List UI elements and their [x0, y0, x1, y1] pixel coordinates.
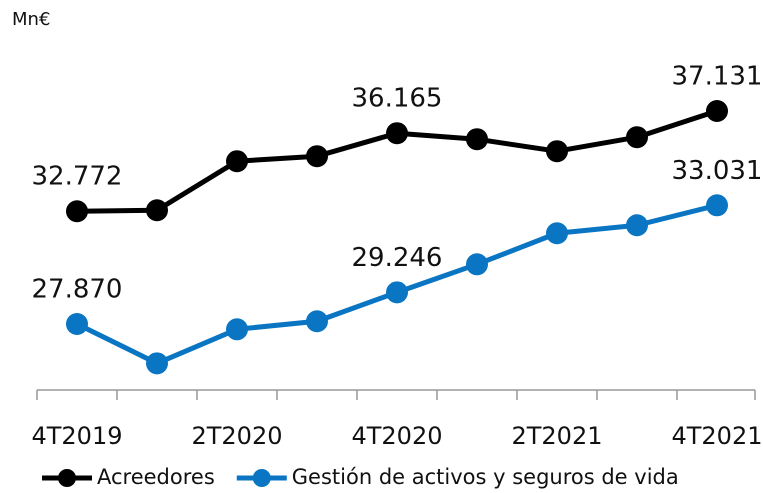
- data-point: [546, 222, 568, 245]
- data-point: [226, 150, 248, 173]
- legend-label: Acreedores: [97, 465, 215, 489]
- data-label: 33.031: [672, 156, 763, 186]
- legend-label: Gestión de activos y seguros de vida: [292, 465, 679, 489]
- data-point: [146, 352, 168, 375]
- data-point: [706, 194, 728, 217]
- data-point: [626, 214, 648, 237]
- legend-marker: [58, 469, 76, 487]
- data-point: [626, 126, 648, 149]
- unit-label: Mn€: [12, 9, 50, 30]
- data-label: 36.165: [352, 84, 443, 114]
- legend-marker: [252, 469, 271, 487]
- data-point: [546, 140, 568, 163]
- data-point: [706, 99, 728, 122]
- data-point: [226, 318, 248, 341]
- data-point: [146, 199, 168, 222]
- data-point: [386, 122, 408, 145]
- x-tick-label: 4T2019: [31, 422, 122, 450]
- x-tick-label: 4T2020: [351, 422, 442, 450]
- data-label: 32.772: [32, 162, 123, 192]
- data-point: [306, 310, 328, 333]
- x-tick-label: 2T2021: [511, 422, 602, 450]
- data-point: [386, 281, 408, 304]
- data-label: 29.246: [352, 243, 443, 273]
- data-point: [66, 312, 88, 335]
- x-tick-label: 4T2021: [671, 422, 762, 450]
- x-tick-label: 2T2020: [191, 422, 282, 450]
- data-point: [466, 253, 488, 276]
- data-label: 27.870: [32, 274, 123, 304]
- data-point: [66, 200, 88, 223]
- data-label: 37.131: [672, 61, 763, 91]
- data-point: [466, 128, 488, 151]
- data-point: [306, 145, 328, 168]
